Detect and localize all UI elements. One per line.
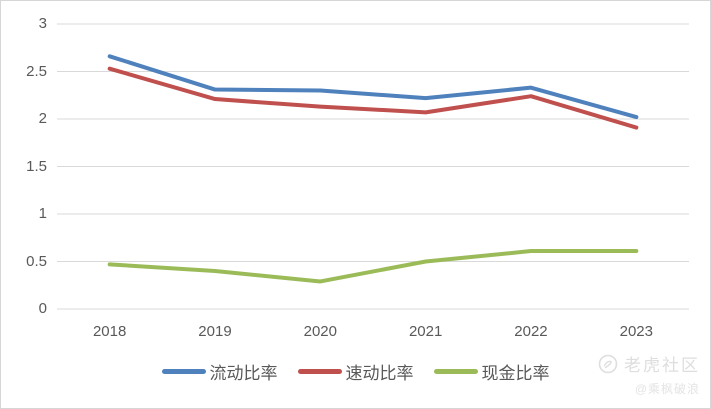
watermark-brand: 老虎社区 [624, 356, 700, 375]
legend-item-quick-ratio: 速动比率 [297, 359, 414, 384]
y-tick-label: 2.5 [26, 62, 47, 80]
tiger-logo-icon [598, 354, 618, 373]
y-tick-label: 1.5 [26, 157, 47, 175]
cash-ratio-line-marker-icon [433, 369, 478, 374]
quick-ratio-line-marker-icon [297, 369, 342, 374]
x-tick-label: 2022 [514, 323, 548, 340]
x-axis: 2018 2019 2020 2021 2022 2023 [57, 323, 689, 340]
current-ratio-line-marker-icon [161, 369, 206, 374]
x-tick-label: 2020 [303, 323, 337, 340]
y-tick-label: 1 [38, 205, 47, 222]
x-tick-label: 2021 [408, 323, 443, 340]
y-tick-label: 3 [38, 15, 47, 32]
y-tick-label: 0.5 [26, 252, 47, 270]
x-tick-label: 2023 [619, 323, 653, 340]
legend-label: 流动比率 [209, 364, 278, 383]
legend-item-current-ratio: 流动比率 [161, 359, 278, 384]
legend-item-cash-ratio: 现金比率 [433, 359, 550, 384]
y-tick-label: 0 [38, 300, 47, 317]
watermark: 老虎社区 @乘枫破浪 [598, 351, 700, 397]
y-axis: 3 2.5 2 1.5 1 0.5 0 [1, 13, 47, 320]
watermark-username: @乘枫破浪 [634, 382, 700, 396]
x-tick-label: 2019 [198, 323, 232, 340]
legend-label: 现金比率 [481, 364, 550, 383]
y-tick-label: 2 [38, 110, 47, 127]
x-tick-label: 2018 [92, 323, 127, 340]
legend-label: 速动比率 [345, 364, 414, 383]
chart-legend: 流动比率 速动比率 现金比率 [1, 359, 710, 384]
